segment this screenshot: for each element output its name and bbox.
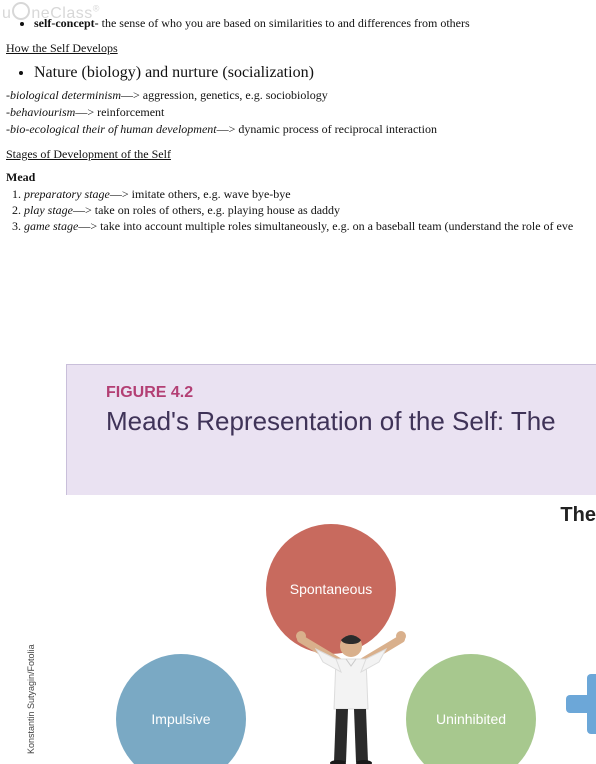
term: -biological determinism (6, 88, 121, 102)
bubble-label: Impulsive (151, 711, 210, 727)
heading-how-self-develops: How the Self Develops (6, 41, 590, 56)
watermark-logo: uneClass® (2, 2, 100, 23)
rest: —> take into account multiple roles simu… (78, 219, 573, 233)
ordered-list-stages: preparatory stage—> imitate others, e.g.… (6, 187, 590, 234)
figure-label: FIGURE 4.2 (106, 384, 556, 402)
term: -behaviourism (6, 105, 75, 119)
rest: —> dynamic process of reciprocal interac… (217, 122, 437, 136)
term: play stage (24, 203, 73, 217)
def-self-concept: the sense of who you are based on simila… (99, 16, 470, 30)
person-svg (296, 614, 406, 764)
bubble-label: Spontaneous (290, 581, 373, 597)
text-nature-nurture: Nature (biology) and nurture (socializat… (34, 64, 314, 81)
figure-4-2: FIGURE 4.2 Mead's Representation of the … (66, 364, 596, 764)
term: game stage (24, 219, 78, 233)
line-behaviourism: -behaviourism—> reinforcement (6, 105, 590, 120)
heading-stages-development: Stages of Development of the Self (6, 147, 590, 162)
list-item: game stage—> take into account multiple … (24, 219, 590, 234)
list-item: self-concept- the sense of who you are b… (34, 16, 590, 31)
rest: —> imitate others, e.g. wave bye-bye (110, 187, 291, 201)
label-mead: Mead (6, 170, 590, 185)
term: preparatory stage (24, 187, 110, 201)
rest: —> aggression, genetics, e.g. sociobiolo… (121, 88, 328, 102)
list-item: preparatory stage—> imitate others, e.g.… (24, 187, 590, 202)
list-item: Nature (biology) and nurture (socializat… (34, 64, 590, 82)
figure-title-block: FIGURE 4.2 Mead's Representation of the … (106, 384, 556, 437)
plus-v (587, 674, 596, 734)
logo-o-icon (12, 2, 30, 20)
term: -bio-ecological their of human developme… (6, 122, 217, 136)
line-bio-determinism: -biological determinism—> aggression, ge… (6, 88, 590, 103)
rest: —> take on roles of others, e.g. playing… (73, 203, 340, 217)
plus-icon (566, 674, 596, 734)
image-credit: Konstantin Sutyagin/Fotolia (26, 644, 36, 754)
bubble-uninhibited: Uninhibited (406, 654, 536, 764)
list-item: play stage—> take on roles of others, e.… (24, 203, 590, 218)
rest: —> reinforcement (75, 105, 164, 119)
bullet-list-2: Nature (biology) and nurture (socializat… (6, 64, 590, 82)
bubble-label: Uninhibited (436, 711, 506, 727)
person-illustration (296, 614, 406, 764)
line-bio-ecological: -bio-ecological their of human developme… (6, 122, 590, 137)
diagram-self-bubbles: Spontaneous Impulsive Uninhibited (76, 524, 596, 764)
figure-main-title: Mead's Representation of the Self: The (106, 406, 556, 437)
bubble-impulsive: Impulsive (116, 654, 246, 764)
